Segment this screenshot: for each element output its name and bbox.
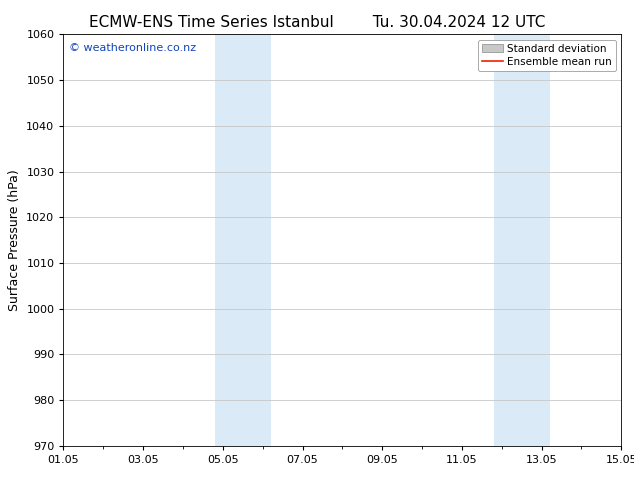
Text: ECMW-ENS Time Series Istanbul        Tu. 30.04.2024 12 UTC: ECMW-ENS Time Series Istanbul Tu. 30.04.…: [89, 15, 545, 30]
Text: © weatheronline.co.nz: © weatheronline.co.nz: [69, 43, 196, 52]
Y-axis label: Surface Pressure (hPa): Surface Pressure (hPa): [8, 169, 21, 311]
Bar: [494, 34, 550, 446]
Legend: Standard deviation, Ensemble mean run: Standard deviation, Ensemble mean run: [478, 40, 616, 71]
Bar: [215, 34, 271, 446]
